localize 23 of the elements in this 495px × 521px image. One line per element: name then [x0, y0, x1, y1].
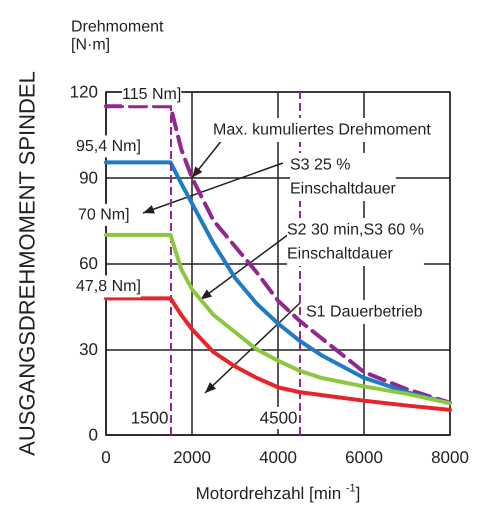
- x-tick-label: 8000: [431, 448, 469, 467]
- annotation: S3 25 % Einschaltdauer: [290, 156, 397, 198]
- x-tick-label: 6000: [345, 448, 383, 467]
- x-tick-label: 0: [101, 448, 111, 467]
- chart-title: Drehmoment: [71, 18, 164, 36]
- annotation: Max. kumuliertes Drehmoment: [213, 122, 432, 138]
- annotation: 47,8 Nm]: [76, 278, 141, 295]
- x-tick-label: 2000: [173, 448, 211, 467]
- ref-line-label: 1500: [130, 408, 168, 428]
- y-tick-label: 60: [79, 254, 98, 273]
- y-tick-label: 120: [70, 82, 98, 102]
- y-tick-label: 0: [88, 426, 98, 444]
- ref-line-label: 4500: [260, 408, 298, 428]
- annotation: 70 Nm]: [78, 206, 130, 224]
- y-tick-label: 30: [79, 340, 98, 359]
- y-axis-title: AUSGANGSDREHMOMENT SPINDEL: [14, 71, 40, 456]
- x-tick-label: 4000: [259, 448, 297, 467]
- y-tick-label: 90: [79, 168, 98, 188]
- annotation: S2 30 min,S3 60 % Einschaltdauer: [287, 222, 424, 262]
- annotation: 95,4 Nm]: [76, 138, 141, 155]
- annotation: 115 Nm]: [122, 86, 182, 103]
- chart-subtitle: [N·m]: [71, 36, 110, 54]
- annotation: S1 Dauerbetrieb: [306, 304, 423, 320]
